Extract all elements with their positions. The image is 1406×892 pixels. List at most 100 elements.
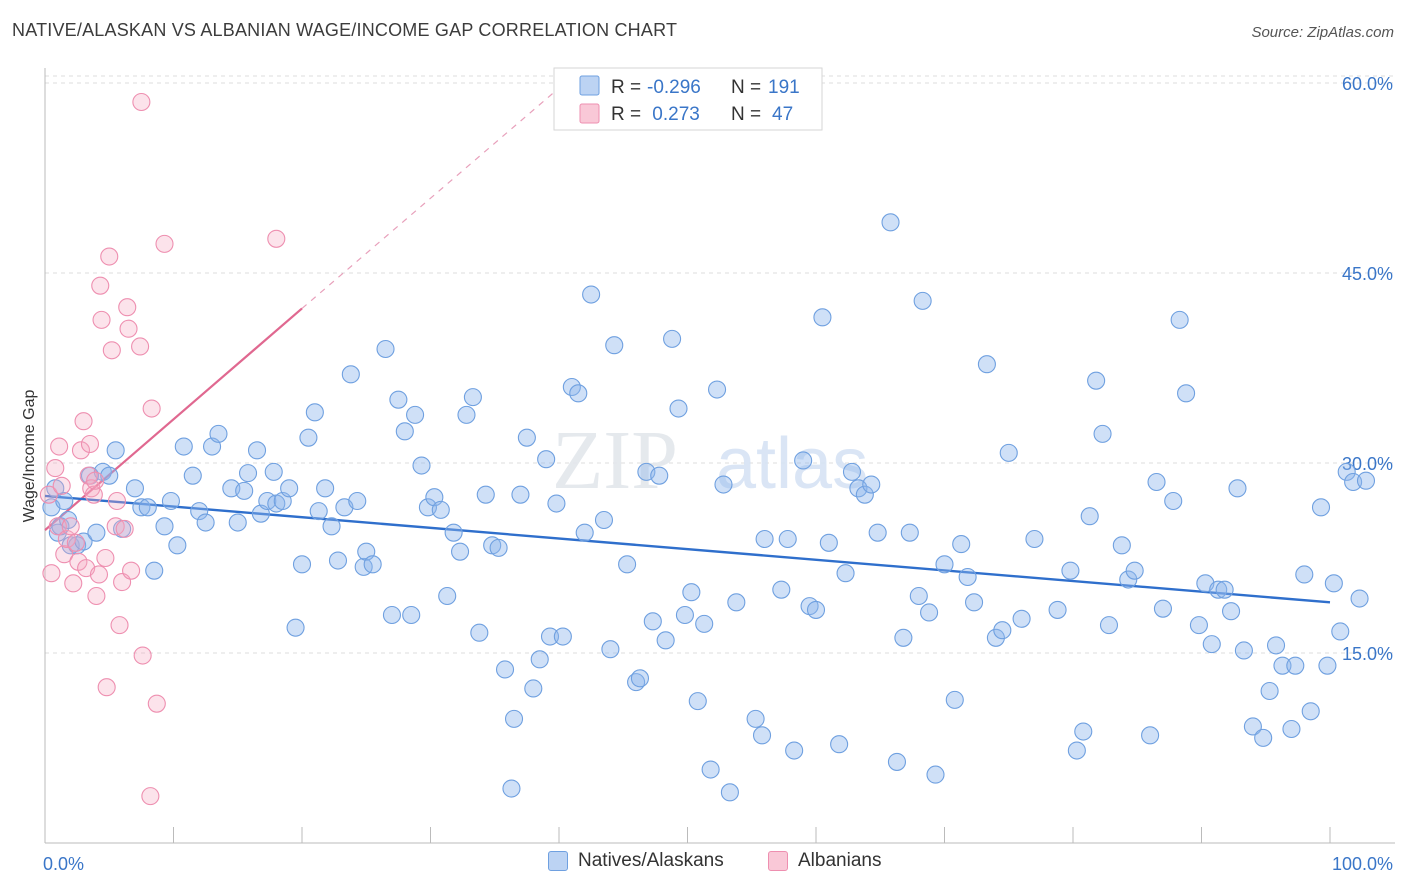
point-albanians (131, 337, 150, 356)
point-natives (264, 462, 283, 481)
point-natives (909, 586, 928, 606)
point-albanians (74, 412, 93, 431)
point-natives (125, 479, 144, 498)
point-natives (1260, 681, 1279, 701)
point-natives (431, 500, 450, 519)
point-natives (986, 628, 1005, 647)
data-points (39, 92, 1376, 806)
point-natives (887, 752, 907, 771)
point-natives (1318, 656, 1337, 675)
watermark: ZIP atlas (552, 414, 868, 507)
point-natives (569, 384, 588, 403)
point-natives (530, 650, 549, 669)
legend-item-natives[interactable]: Natives/Alaskans (548, 850, 724, 872)
point-natives (1215, 580, 1234, 599)
point-natives (174, 437, 193, 456)
point-natives (663, 329, 682, 348)
point-natives (517, 428, 536, 447)
point-albanians (100, 247, 119, 266)
point-natives (1141, 726, 1160, 745)
point-natives (395, 422, 414, 441)
point-natives (794, 451, 813, 470)
stats-r-label-2: R = (611, 104, 641, 125)
point-natives (348, 491, 367, 511)
point-albanians (50, 437, 69, 456)
point-natives (228, 513, 247, 532)
point-natives (1331, 622, 1350, 641)
point-natives (920, 603, 939, 622)
trend-natives (44, 494, 1331, 604)
point-albanians (118, 298, 137, 317)
point-natives (299, 428, 318, 447)
point-natives (813, 308, 832, 327)
point-natives (977, 355, 996, 374)
point-albanians (87, 586, 106, 606)
point-natives (1234, 641, 1253, 660)
point-natives (656, 631, 675, 650)
point-natives (540, 627, 560, 646)
point-albanians (64, 574, 83, 593)
point-natives (1080, 507, 1099, 526)
point-natives (402, 605, 421, 625)
point-natives (168, 536, 187, 555)
point-natives (1164, 491, 1183, 511)
point-albanians (92, 310, 111, 329)
stats-r-value-2: 0.273 (647, 104, 700, 125)
axes (44, 68, 1395, 844)
point-natives (1324, 574, 1343, 593)
point-natives (926, 765, 945, 784)
y-tick-label: 45.0% (1342, 264, 1393, 284)
point-natives (1273, 656, 1292, 675)
point-natives (309, 502, 328, 521)
stats-swatch-natives (579, 75, 600, 96)
point-natives (1125, 561, 1144, 580)
point-albanians (102, 341, 121, 360)
point-natives (1356, 471, 1376, 490)
point-natives (209, 424, 228, 443)
point-natives (463, 388, 482, 407)
point-natives (106, 441, 125, 460)
point-albanians (147, 694, 166, 713)
point-natives (1311, 498, 1331, 517)
legend-item-albanians[interactable]: Albanians (768, 850, 881, 872)
point-natives (1228, 479, 1247, 498)
point-natives (145, 561, 164, 580)
point-natives (457, 405, 476, 424)
point-natives (247, 441, 267, 460)
point-albanians (61, 517, 80, 536)
point-natives (489, 538, 508, 557)
point-natives (993, 621, 1012, 640)
point-natives (1350, 589, 1369, 608)
point-natives (675, 605, 694, 625)
point-natives (695, 614, 714, 633)
point-natives (389, 390, 408, 409)
point-natives (502, 779, 521, 798)
point-natives (1112, 536, 1131, 555)
point-albanians (52, 476, 71, 495)
trend-albanians-extension (301, 87, 560, 309)
point-natives (87, 523, 106, 542)
point-natives (55, 491, 74, 511)
point-natives (746, 709, 765, 728)
point-natives (1087, 371, 1106, 390)
point-natives (582, 285, 601, 304)
point-natives (618, 555, 637, 574)
point-natives (547, 494, 566, 513)
point-natives (1337, 462, 1356, 481)
point-natives (341, 365, 360, 384)
point-natives (406, 405, 425, 424)
point-natives (714, 475, 733, 494)
stats-r-label-1: R = (611, 77, 641, 98)
point-natives (1099, 616, 1119, 635)
point-albanians (132, 92, 151, 112)
point-natives (451, 542, 470, 561)
stats-n-label-2: N = (731, 104, 761, 125)
point-natives (958, 567, 977, 587)
point-albanians (66, 533, 85, 552)
point-natives (1295, 565, 1314, 584)
series-legend: Natives/Alaskans Albanians (0, 850, 1406, 878)
point-natives (1209, 580, 1228, 599)
point-albanians (84, 485, 103, 504)
grid-lines (45, 75, 1395, 654)
point-natives (1286, 656, 1305, 675)
